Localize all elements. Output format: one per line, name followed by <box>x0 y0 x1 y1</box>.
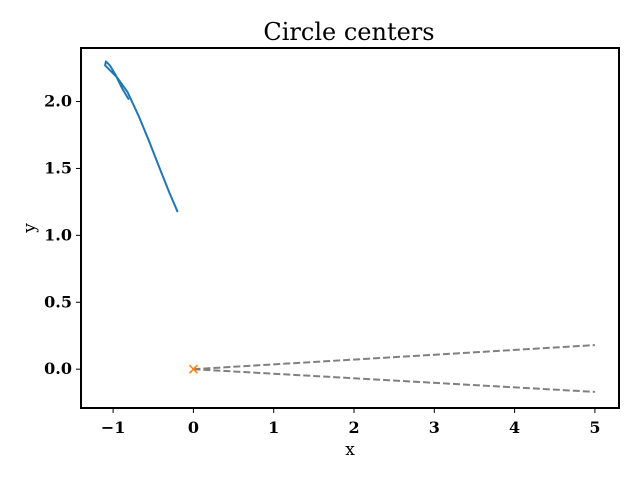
plot-frame <box>80 47 620 409</box>
x-axis-label: x <box>345 440 355 460</box>
x-axis: −1 0 1 2 3 4 5 <box>101 408 600 437</box>
y-tick-label: 0.0 <box>44 359 72 378</box>
chart-title: Circle centers <box>263 18 434 46</box>
y-axis: 0.0 0.5 1.0 1.5 2.0 <box>44 92 81 378</box>
y-tick-label: 1.0 <box>44 225 72 244</box>
origin-x-marker <box>188 364 198 374</box>
x-tick-label: 5 <box>589 418 600 437</box>
dashed-boundary-line-2 <box>193 368 595 393</box>
x-tick-label: 1 <box>268 418 279 437</box>
x-tick-label: 2 <box>348 418 359 437</box>
x-tick-label: 0 <box>188 418 199 437</box>
plot-area <box>104 60 595 393</box>
dashed-boundary-line-1 <box>193 344 595 371</box>
y-tick-label: 2.0 <box>44 92 72 111</box>
x-tick-label: 4 <box>509 418 520 437</box>
y-tick-label: 1.5 <box>44 158 72 177</box>
x-tick-label: 3 <box>429 418 440 437</box>
x-tick-label: −1 <box>101 418 126 437</box>
y-tick-label: 0.5 <box>44 292 72 311</box>
y-axis-label: y <box>20 223 40 234</box>
circle-center-path <box>104 60 179 213</box>
